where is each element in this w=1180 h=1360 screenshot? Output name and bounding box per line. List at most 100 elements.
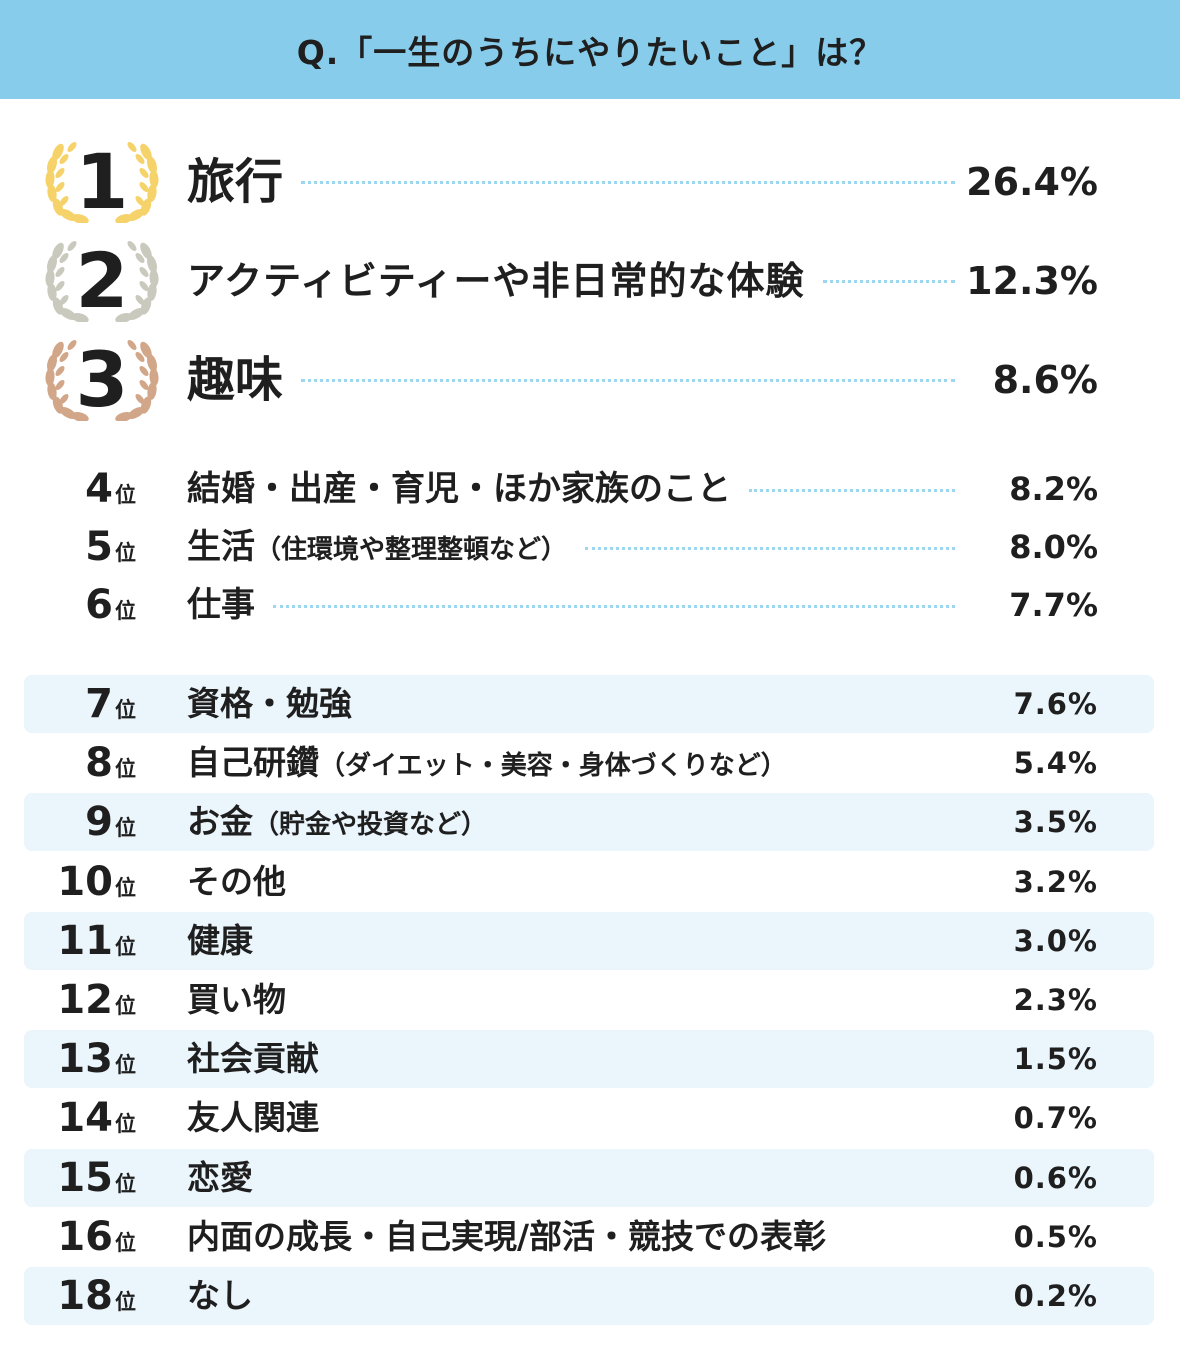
rank-number: 2: [75, 236, 129, 325]
rank-number: 18: [57, 1273, 113, 1319]
rank-row-13: 13位 社会貢献 1.5%: [24, 1030, 1154, 1089]
rank-number: 5: [85, 524, 113, 570]
item-label-main: 仕事: [187, 585, 255, 625]
item-percentage: 7.7%: [1009, 586, 1098, 624]
dotted-leader: [749, 489, 955, 492]
rank-row-2: 2 アクティビティーや非日常的な体験 12.3%: [0, 236, 1180, 326]
rank-row-1: 1 旅行 26.4%: [0, 137, 1180, 227]
item-percentage: 0.6%: [1013, 1160, 1098, 1195]
rank-number: 13: [57, 1036, 113, 1083]
chart-header: Q.「一生のうちにやりたいこと」は？: [0, 0, 1180, 99]
rank-unit: 位: [115, 1171, 136, 1196]
rank-badge: 8位: [24, 734, 136, 792]
item-label-note: （ダイエット・美容・身体づくりなど）: [319, 751, 787, 782]
item-label-main: 結婚・出産・育児・ほか家族のこと: [187, 469, 731, 509]
rank-badge: 9位: [24, 793, 136, 851]
item-label: 旅行: [187, 154, 284, 210]
rank-number: 6: [85, 582, 113, 628]
dotted-leader: [273, 605, 955, 608]
item-label-note: （住環境や整理整頓など）: [255, 535, 568, 565]
item-percentage: 0.5%: [1013, 1219, 1098, 1254]
item-label-main: 恋愛: [187, 1157, 253, 1197]
item-percentage: 3.0%: [1013, 923, 1098, 958]
rank-unit: 位: [115, 599, 136, 623]
item-percentage: 7.6%: [1013, 687, 1098, 721]
item-label-note: （貯金や投資など）: [253, 810, 488, 841]
chart-title: Q.「一生のうちにやりたいこと」は？: [296, 32, 884, 72]
gold-laurel-icon: [44, 137, 160, 224]
rank-number: 3: [75, 335, 129, 424]
rank-unit: 位: [115, 1112, 136, 1137]
item-label-main: その他: [187, 861, 286, 901]
rank-badge: 6位: [40, 576, 136, 634]
rank-row-7: 7位 資格・勉強 7.6%: [24, 675, 1154, 733]
item-label: 友人関連: [187, 1089, 319, 1147]
rank-number: 8: [85, 740, 113, 787]
item-label: 生活（住環境や整理整頓など）: [187, 518, 567, 576]
rank-unit: 位: [115, 1230, 136, 1255]
item-label: 買い物: [187, 971, 286, 1029]
rank-number: 16: [57, 1213, 113, 1260]
rank-row-11: 11位 健康 3.0%: [24, 911, 1154, 970]
dotted-leader: [822, 280, 955, 283]
rank-row-3: 3 趣味 8.6%: [0, 335, 1180, 425]
item-percentage: 8.2%: [1009, 470, 1098, 508]
item-label-main: 社会貢献: [187, 1039, 319, 1079]
rank-badge: 13位: [24, 1030, 136, 1088]
item-label-main: 買い物: [187, 980, 286, 1019]
rank-number: 14: [57, 1095, 113, 1142]
item-label-main: 内面の成長・自己実現/部活・競技での表彰: [187, 1216, 827, 1256]
item-label: 仕事: [187, 576, 255, 634]
rank-unit: 位: [115, 1290, 136, 1314]
rank-row-8: 8位 自己研鑽（ダイエット・美容・身体づくりなど） 5.4%: [24, 734, 1154, 792]
dotted-leader: [585, 547, 955, 550]
rank-unit: 位: [115, 994, 136, 1018]
item-label: 内面の成長・自己実現/部活・競技での表彰: [187, 1208, 826, 1266]
rank-badge: 14位: [24, 1089, 136, 1147]
rank-badge: 16位: [24, 1208, 136, 1266]
rank-unit: 位: [115, 875, 136, 900]
item-label-main: 友人関連: [187, 1098, 319, 1138]
item-label: 資格・勉強: [187, 675, 352, 733]
silver-laurel-icon: [44, 236, 160, 323]
item-label: 趣味: [187, 352, 284, 408]
rank-number: 15: [57, 1154, 113, 1201]
rank-row-15: 15位 恋愛 0.6%: [24, 1148, 1154, 1207]
item-percentage: 26.4%: [966, 160, 1098, 204]
rank-row-12: 12位 買い物 2.3%: [24, 971, 1154, 1029]
item-label-main: 資格・勉強: [187, 684, 352, 723]
rank-number: 12: [57, 977, 113, 1023]
item-percentage: 3.2%: [1013, 864, 1098, 899]
rank-badge: 11位: [24, 912, 136, 970]
rank-badge: 4位: [40, 460, 136, 518]
item-percentage: 0.2%: [1013, 1279, 1098, 1313]
rank-badge: 7位: [24, 675, 136, 733]
item-percentage: 8.0%: [1009, 528, 1098, 566]
rank-row-10: 10位 その他 3.2%: [24, 853, 1154, 911]
rank-unit: 位: [115, 698, 136, 722]
bronze-laurel-icon: [44, 335, 160, 422]
item-percentage: 0.7%: [1013, 1101, 1098, 1136]
rank-number: 10: [57, 858, 113, 905]
rank-number: 4: [85, 466, 113, 512]
item-label-main: 健康: [187, 920, 253, 960]
item-percentage: 8.6%: [992, 358, 1098, 402]
item-label: その他: [187, 853, 286, 911]
rank-number: 9: [85, 799, 113, 846]
item-percentage: 3.5%: [1013, 805, 1098, 840]
item-percentage: 2.3%: [1013, 983, 1098, 1017]
item-label: 恋愛: [187, 1149, 253, 1207]
item-label: 結婚・出産・育児・ほか家族のこと: [187, 460, 731, 518]
rank-row-18: 18位 なし 0.2%: [24, 1267, 1154, 1325]
rank-row-14: 14位 友人関連 0.7%: [24, 1089, 1154, 1147]
item-label: 自己研鑽（ダイエット・美容・身体づくりなど）: [187, 734, 787, 792]
rank-number: 7: [85, 681, 113, 727]
item-label: 社会貢献: [187, 1030, 319, 1088]
item-label-main: 生活: [187, 527, 255, 567]
item-label: お金（貯金や投資など）: [187, 793, 487, 851]
rank-badge: 5位: [40, 518, 136, 576]
item-percentage: 12.3%: [966, 259, 1098, 303]
rank-badge: 18位: [24, 1267, 136, 1325]
item-label: 健康: [187, 912, 253, 970]
rank-unit: 位: [115, 1053, 136, 1078]
